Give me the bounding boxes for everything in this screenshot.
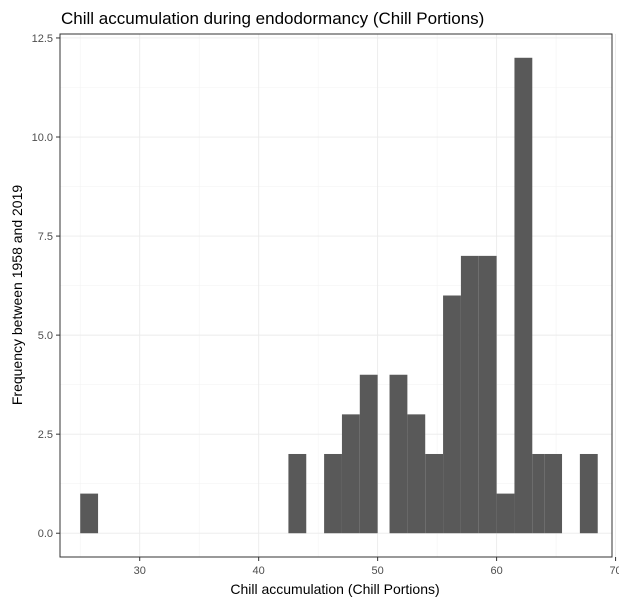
histogram-bar	[478, 255, 497, 534]
histogram-bar	[407, 414, 426, 534]
y-tick-label: 12.5	[32, 33, 53, 45]
histogram-bar	[443, 295, 461, 534]
x-axis: 30 40 50 60 70	[134, 557, 619, 577]
histogram-bar	[80, 493, 99, 534]
y-axis-label: Frequency between 1958 and 2019	[9, 185, 25, 405]
y-tick-label: 10.0	[32, 132, 53, 144]
x-tick-label: 60	[490, 565, 502, 577]
y-tick-label: 7.5	[38, 231, 53, 243]
bars	[80, 57, 598, 534]
histogram-bar	[324, 453, 342, 534]
x-tick-label: 40	[253, 565, 265, 577]
histogram-bar	[579, 453, 598, 534]
histogram-bar	[460, 255, 479, 534]
x-tick-label: 50	[372, 565, 384, 577]
histogram-bar	[389, 374, 408, 534]
x-tick-label: 30	[134, 565, 146, 577]
y-tick-label: 0.0	[38, 528, 53, 540]
x-axis-label: Chill accumulation (Chill Portions)	[230, 581, 439, 597]
histogram-bar	[288, 453, 307, 534]
chart-title: Chill accumulation during endodormancy (…	[61, 9, 484, 28]
x-tick-label: 70	[609, 565, 619, 577]
histogram-bar	[532, 453, 545, 534]
y-tick-label: 5.0	[38, 330, 53, 342]
histogram-bar	[425, 453, 444, 534]
histogram-bar	[514, 57, 533, 534]
plot-panel-border	[59, 33, 613, 558]
grid	[60, 34, 617, 557]
y-axis: 0.0 2.5 5.0 7.5 10.0 12.5	[32, 33, 60, 540]
histogram-bar	[544, 453, 563, 534]
histogram-bar	[359, 374, 378, 534]
histogram-bar	[496, 493, 515, 534]
y-tick-label: 2.5	[38, 429, 53, 441]
histogram-bar	[341, 414, 360, 534]
